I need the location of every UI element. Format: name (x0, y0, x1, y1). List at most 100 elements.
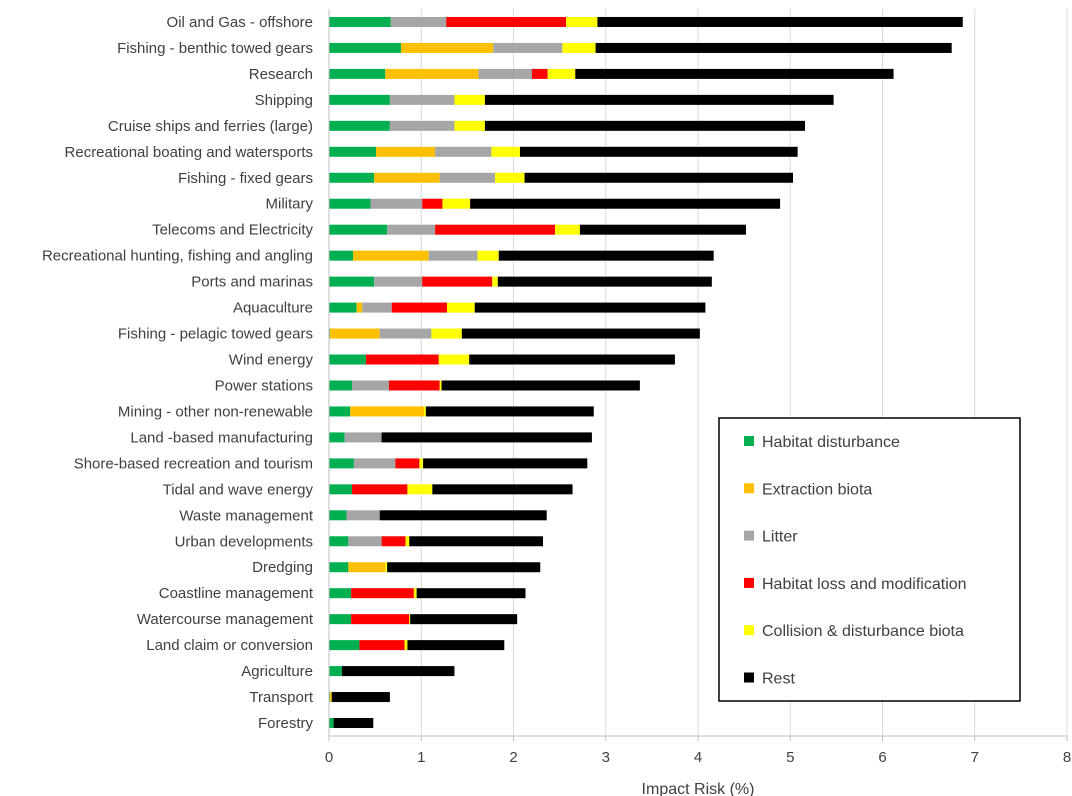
bar-segment (351, 614, 410, 625)
legend-label: Extraction biota (762, 481, 872, 498)
bar-segment (404, 640, 408, 651)
bar-segment (435, 224, 556, 235)
bar-segment (405, 536, 410, 547)
bar-segment (329, 198, 371, 209)
bar-segment (470, 198, 781, 209)
bar-segment (547, 68, 576, 79)
x-tick-label: 7 (971, 749, 979, 766)
bar-segment (329, 354, 366, 365)
bar-segment (424, 406, 426, 417)
bar-segment (387, 224, 436, 235)
bar-segment (497, 276, 712, 287)
bar-segment (461, 328, 700, 339)
bar-segment (331, 692, 390, 703)
bar-segment (400, 42, 494, 53)
category-label: Fishing - benthic towed gears (117, 40, 313, 57)
category-label: Fishing - pelagic towed gears (118, 326, 313, 343)
legend-label: Litter (762, 529, 798, 546)
category-label: Tidal and wave energy (163, 481, 314, 498)
category-label: Forestry (258, 715, 314, 732)
bar-segment (333, 718, 374, 729)
category-label: Military (266, 196, 314, 213)
bar-segment (446, 16, 567, 27)
bar-segment (454, 120, 485, 131)
bar-segment (352, 380, 389, 391)
bar-segment (381, 536, 406, 547)
bar-segment (348, 562, 386, 573)
bar-segment (474, 302, 706, 313)
category-label: Telecoms and Electricity (152, 222, 313, 239)
legend-swatch (744, 625, 754, 636)
bar-segment (441, 380, 640, 391)
bar-segment (341, 666, 455, 677)
category-label: Shipping (255, 92, 313, 109)
bar-segment (391, 302, 448, 313)
bar-segment (407, 640, 505, 651)
bar-segment (379, 328, 432, 339)
bar-segment (435, 146, 492, 157)
x-tick-label: 4 (694, 749, 702, 766)
bar-segment (493, 42, 563, 53)
bar-segment (329, 42, 401, 53)
bar-segment (439, 172, 496, 183)
bar-segment (531, 68, 548, 79)
x-tick-label: 3 (602, 749, 610, 766)
bar-segment (329, 562, 349, 573)
x-tick-label: 5 (786, 749, 794, 766)
category-label: Waste management (179, 507, 314, 524)
category-label: Ports and marinas (191, 274, 313, 291)
bar-segment (329, 536, 349, 547)
bar-segment (575, 68, 894, 79)
bar-segment (389, 94, 455, 105)
bar-segment (329, 692, 332, 703)
bar-segment (362, 302, 392, 313)
bar-segment (422, 198, 443, 209)
x-tick-label: 1 (417, 749, 425, 766)
bar-segment (484, 120, 806, 131)
bar-segment (428, 250, 478, 261)
bar-segment (389, 120, 455, 131)
bars (329, 16, 963, 729)
bar-segment (352, 484, 408, 495)
bar-segment (395, 458, 420, 469)
legend-label: Habitat loss and modification (762, 576, 967, 593)
bar-segment (359, 640, 405, 651)
bar-segment (469, 354, 675, 365)
bar-segment (423, 458, 588, 469)
bar-segment (374, 276, 423, 287)
legend-swatch (744, 483, 754, 494)
bar-segment (409, 614, 411, 625)
category-label: Mining - other non-renewable (118, 403, 313, 420)
bar-segment (385, 562, 388, 573)
bar-segment (346, 510, 380, 521)
category-label: Recreational boating and watersports (65, 144, 313, 161)
bar-segment (388, 380, 440, 391)
x-axis-title: Impact Risk (%) (642, 781, 755, 796)
legend-label: Habitat disturbance (762, 434, 900, 451)
bar-segment (329, 640, 360, 651)
bar-segment (350, 406, 425, 417)
bar-segment (365, 354, 439, 365)
bar-segment (329, 718, 334, 729)
bar-segment (329, 16, 391, 27)
bar-segment (352, 250, 429, 261)
legend: Habitat disturbance Extraction biota Litte… (718, 417, 1021, 702)
category-label: Wind energy (229, 352, 314, 369)
bar-segment (495, 172, 525, 183)
category-label: Land claim or conversion (146, 637, 313, 654)
bar-segment (329, 68, 386, 79)
bar-segment (425, 406, 594, 417)
bar-segment (351, 588, 414, 599)
bar-segment (416, 588, 526, 599)
bar-segment (492, 276, 498, 287)
bar-segment (353, 458, 396, 469)
bar-segment (356, 302, 363, 313)
category-label: Power stations (215, 377, 313, 394)
category-label: Research (249, 66, 313, 83)
bar-segment (409, 536, 544, 547)
bar-segment (555, 224, 580, 235)
bar-segment (381, 432, 592, 443)
bar-segment (329, 406, 351, 417)
bar-segment (413, 588, 417, 599)
